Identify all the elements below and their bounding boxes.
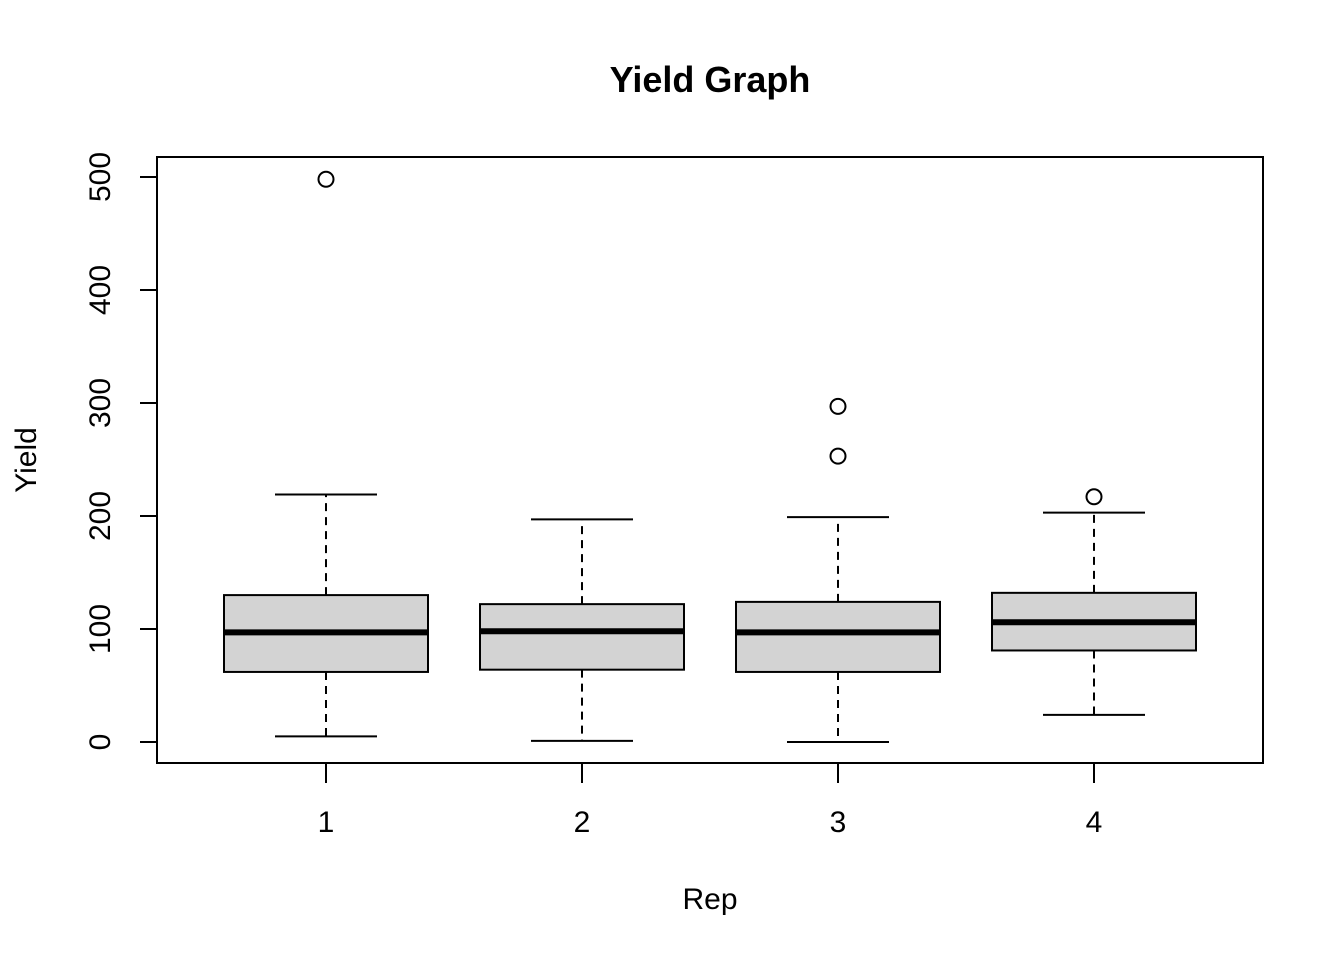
y-tick-label: 400 (84, 265, 117, 315)
x-tick-label: 1 (318, 806, 335, 839)
box-group-3 (735, 397, 941, 743)
outlier-point (829, 397, 847, 415)
y-tick-label: 500 (84, 152, 117, 202)
y-axis: 0 100 200 300 400 500 (84, 152, 157, 750)
y-tick-label: 300 (84, 378, 117, 428)
chart-title: Yield Graph (610, 59, 811, 100)
iqr-box (735, 600, 941, 673)
x-axis-label: Rep (682, 883, 737, 916)
y-tick-label: 0 (84, 734, 117, 751)
x-tick-label: 3 (830, 806, 847, 839)
x-tick-label: 2 (574, 806, 591, 839)
y-axis-label: Yield (10, 427, 43, 493)
box-group-1 (223, 170, 429, 738)
outlier-point (829, 447, 847, 465)
outlier-point (317, 170, 335, 188)
boxes (223, 170, 1197, 743)
iqr-box (479, 603, 685, 671)
x-tick-label: 4 (1086, 806, 1103, 839)
plot-frame (156, 156, 1264, 764)
outlier-point (1085, 488, 1103, 506)
y-tick-label: 200 (84, 491, 117, 541)
y-tick-label: 100 (84, 604, 117, 654)
x-axis: 1 2 3 4 (318, 763, 1103, 839)
box-group-2 (479, 518, 685, 742)
box-group-4 (991, 488, 1197, 716)
